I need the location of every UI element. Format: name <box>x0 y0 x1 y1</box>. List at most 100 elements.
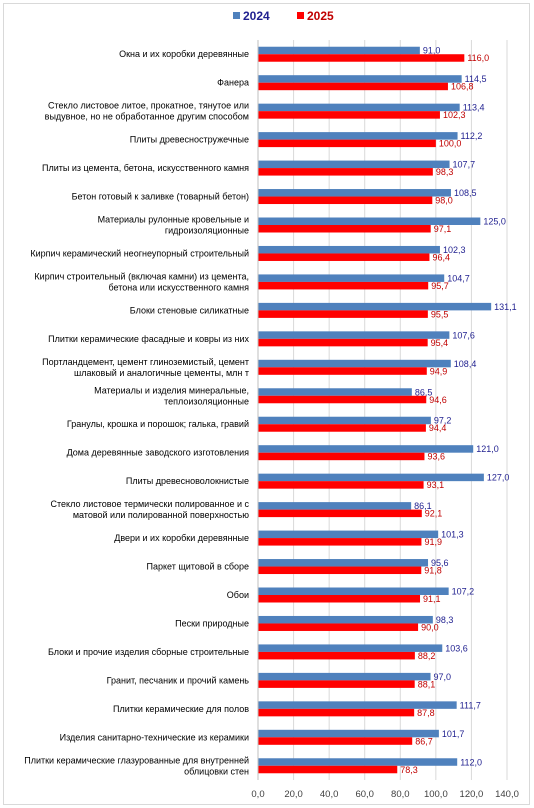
data-label-2025: 96,4 <box>432 252 450 262</box>
data-label-2025: 98,3 <box>436 167 454 177</box>
bar-2025 <box>258 708 415 717</box>
data-label-2025: 91,9 <box>424 537 442 547</box>
data-label-2024: 107,6 <box>452 330 475 340</box>
data-label-2025: 93,1 <box>427 480 445 490</box>
bar-2025 <box>258 111 440 119</box>
data-label-2024: 125,0 <box>483 217 506 227</box>
data-label-2024: 103,6 <box>445 643 468 653</box>
category-label: Материалы и изделия минеральные, <box>94 385 249 395</box>
data-label-2024: 102,3 <box>443 245 466 255</box>
category-label: Кирпич строительный (включая камни) из ц… <box>34 271 249 281</box>
data-label-2024: 91,0 <box>423 46 441 56</box>
data-label-2025: 86,7 <box>415 736 433 746</box>
x-tick-label: 20,0 <box>284 789 303 800</box>
data-label-2025: 116,0 <box>467 53 489 63</box>
category-label: Гранулы, крошка и порошок; галька, грави… <box>67 419 249 429</box>
bar-2024 <box>258 359 451 368</box>
bar-2025 <box>258 538 422 546</box>
category-label: Фанера <box>217 78 249 88</box>
data-label-2025: 106,8 <box>451 82 474 92</box>
bar-2025 <box>258 452 425 461</box>
chart-frame <box>3 3 530 805</box>
data-label-2024: 112,2 <box>461 131 483 141</box>
data-label-2024: 121,0 <box>476 444 499 454</box>
bar-2024 <box>258 388 412 396</box>
bar-2025 <box>258 338 428 347</box>
bar-2025 <box>258 54 465 62</box>
data-label-2024: 101,3 <box>441 530 464 540</box>
bar-2024 <box>258 75 462 83</box>
data-label-2025: 98,0 <box>435 196 453 206</box>
data-label-2025: 87,8 <box>417 708 435 718</box>
x-tick-label: 140,0 <box>495 789 519 800</box>
data-label-2024: 113,4 <box>463 103 485 113</box>
bar-2024 <box>258 530 439 539</box>
category-label: Пески природные <box>175 618 249 628</box>
bar-2025 <box>258 281 429 290</box>
data-label-2024: 97,2 <box>434 416 452 426</box>
data-label-2024: 86,5 <box>415 387 433 397</box>
category-label: Плитки керамические для полов <box>113 704 249 714</box>
category-label: Блоки стеновые силикатные <box>130 305 249 315</box>
data-label-2024: 107,7 <box>453 160 476 170</box>
bar-2025 <box>258 253 430 261</box>
bar-2024 <box>258 644 443 652</box>
category-label: Стекло листовое термически полированное … <box>51 499 250 509</box>
bar-2025 <box>258 395 427 404</box>
category-label: Бетон готовый к заливке (товарный бетон) <box>72 192 249 202</box>
category-label: Обои <box>227 590 249 600</box>
bar-2025 <box>258 196 433 205</box>
category-label: Дома деревянные заводского изготовления <box>67 448 250 458</box>
data-label-2025: 94,4 <box>429 423 447 433</box>
category-label: Материалы рулонные кровельные и <box>98 215 249 225</box>
data-label-2025: 93,6 <box>427 452 445 462</box>
bar-2024 <box>258 587 449 595</box>
data-label-2024: 112,0 <box>460 757 482 767</box>
bar-2025 <box>258 139 436 148</box>
category-label: гидроизоляционные <box>165 226 249 236</box>
category-label: Кирпич керамический неогнеупорный строит… <box>30 248 249 258</box>
category-label: Изделия санитарно-технические из керамик… <box>60 732 249 742</box>
bar-2025 <box>258 765 398 774</box>
category-label: выдувное, но не обработанное другим спос… <box>45 112 249 122</box>
bar-2024 <box>258 445 474 453</box>
data-label-2024: 107,2 <box>452 587 475 597</box>
data-label-2024: 98,3 <box>436 615 454 625</box>
category-label: Плитки керамические глазурованные для вн… <box>24 755 249 765</box>
bar-2025 <box>258 595 421 603</box>
bar-2025 <box>258 310 428 318</box>
category-label: теплоизоляционные <box>164 396 249 406</box>
x-tick-label: 120,0 <box>460 789 484 800</box>
bar-2024 <box>258 672 431 681</box>
category-label: матовой или полированной поверхностью <box>73 510 249 520</box>
legend-swatch-2025 <box>297 12 304 19</box>
bar-2025 <box>258 509 422 518</box>
data-label-2025: 95,4 <box>431 338 449 348</box>
category-label: Паркет щитовой в сборе <box>147 562 249 572</box>
bar-2025 <box>258 481 424 489</box>
bar-2024 <box>258 473 484 482</box>
data-label-2025: 97,1 <box>434 224 452 234</box>
data-label-2025: 90,0 <box>421 622 439 632</box>
category-label: Плитки керамические фасадные и ковры из … <box>48 334 249 344</box>
bar-2024 <box>258 160 450 169</box>
category-label: Стекло листовое литое, прокатное, тянуто… <box>48 101 249 111</box>
data-label-2024: 114,5 <box>465 74 487 84</box>
x-tick-label: 100,0 <box>424 789 448 800</box>
category-label: Плиты древесноволокнистые <box>126 476 249 486</box>
bar-2025 <box>258 225 431 233</box>
bar-2025 <box>258 737 413 745</box>
legend-swatch-2024 <box>233 12 240 19</box>
bar-2024 <box>258 502 412 510</box>
bar-2024 <box>258 615 433 624</box>
bar-2024 <box>258 559 429 567</box>
bar-2024 <box>258 331 450 339</box>
data-label-2025: 95,5 <box>431 309 449 319</box>
bar-2024 <box>258 189 451 197</box>
bar-2025 <box>258 82 448 91</box>
data-label-2024: 95,6 <box>431 558 449 568</box>
legend-label-2024: 2024 <box>243 9 270 23</box>
bar-2025 <box>258 623 419 631</box>
data-label-2025: 88,1 <box>418 679 436 689</box>
